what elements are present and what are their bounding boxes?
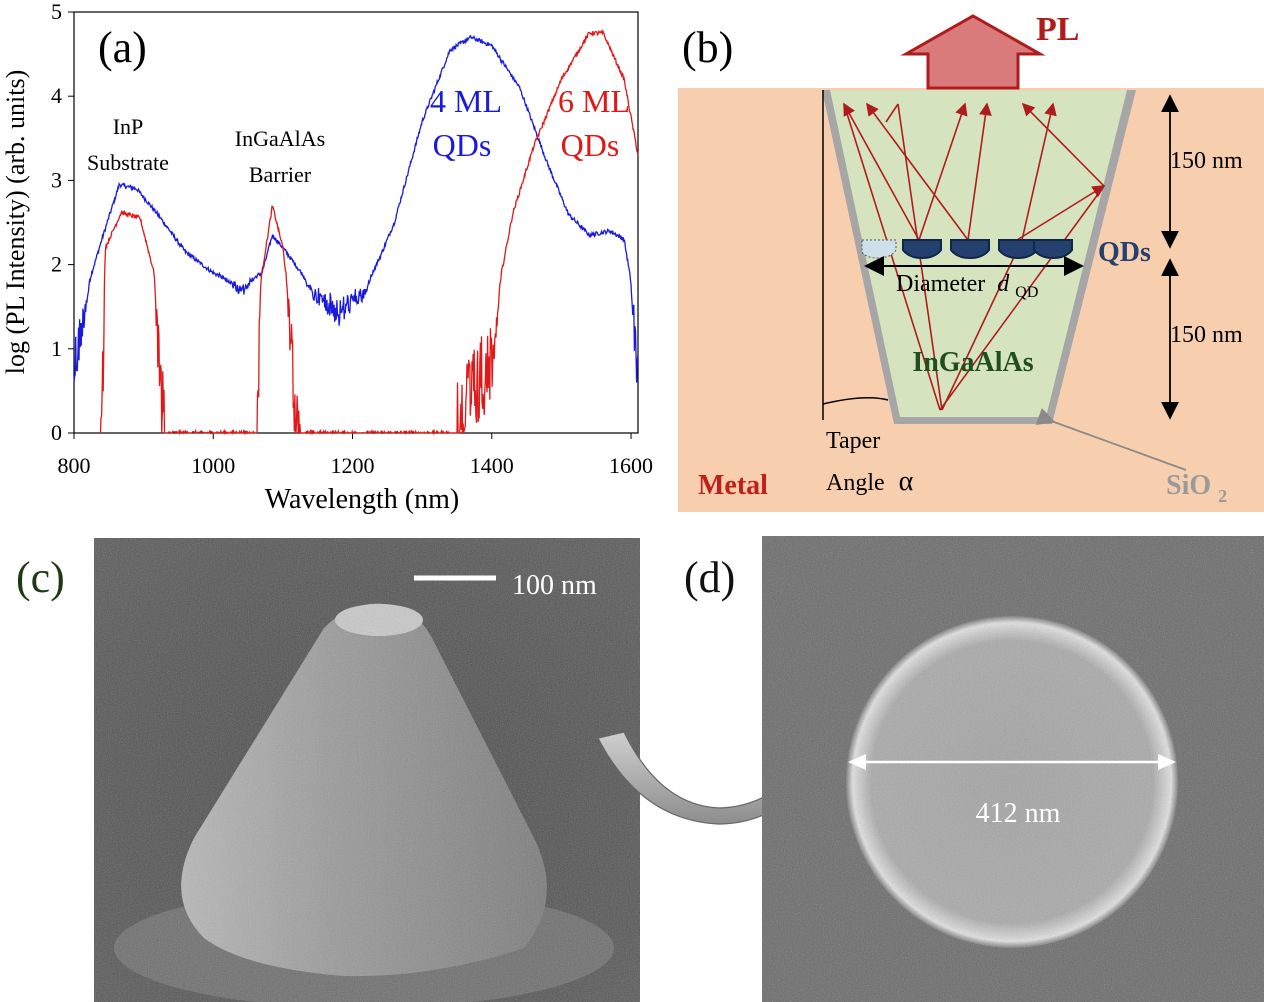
ingaalas-label: InGaAlAs — [912, 347, 1033, 378]
annotation-barrier-line2: Barrier — [249, 162, 312, 187]
panel-c: (c) 100 nm — [0, 520, 650, 1002]
nanostructure-schematic: (b) PL QDs Diameter d QD InGaAlAs 150 nm… — [678, 11, 1264, 512]
annotation-4ml-line1: 4 ML — [430, 83, 502, 119]
panel-label-c: (c) — [16, 553, 65, 602]
y-tick-label-5: 5 — [51, 0, 62, 24]
panel-d: (d) 412 nm — [650, 520, 1264, 1002]
sio2-subscript: 2 — [1218, 486, 1227, 506]
pl-label: PL — [1036, 11, 1079, 48]
qds-label: QDs — [1098, 237, 1151, 268]
dqd-subscript: QD — [1015, 284, 1038, 301]
diameter-word: Diameter — [896, 271, 985, 297]
annotation-6ml-line2: QDs — [561, 127, 620, 163]
panel-a: 800 1000 1200 1400 1600 0 1 2 3 4 5 Wavelength (nm… — [0, 0, 660, 520]
dqd-symbol: d — [997, 271, 1010, 297]
series-line-6ml-qds — [99, 28, 639, 436]
taper-angle-arc — [822, 397, 889, 405]
diameter-arrowhead-left — [848, 754, 866, 770]
panel-label-b: (b) — [682, 23, 733, 72]
x-tick-label-1: 1000 — [191, 453, 235, 478]
y-axis-label: log (PL Intensity) (arb. units) — [1, 70, 30, 374]
angle-word: Angle — [826, 470, 885, 496]
y-tick-label-0: 0 — [51, 420, 62, 445]
diameter-arrowhead-right — [1158, 754, 1176, 770]
y-tick-label-1: 1 — [51, 336, 62, 361]
sio2-label: SiO 2 — [1166, 470, 1227, 506]
panel-label-d: (d) — [684, 553, 736, 602]
bottom-dimension-label: 150 nm — [1170, 322, 1243, 348]
x-tick-label-4: 1600 — [609, 453, 653, 478]
diameter-label: Diameter d QD — [896, 271, 1038, 301]
x-tick-label-2: 1200 — [331, 453, 375, 478]
taper-label-line2: Angle α — [826, 466, 914, 497]
panel-label-a: (a) — [98, 23, 147, 72]
x-axis-label: Wavelength (nm) — [265, 484, 459, 515]
top-dimension-label: 150 nm — [1170, 148, 1243, 174]
qd-4 — [1033, 239, 1073, 260]
pl-spectrum-chart: 800 1000 1200 1400 1600 0 1 2 3 4 5 Wavelength (nm… — [1, 0, 653, 515]
series-line-4ml-qds — [73, 35, 639, 384]
x-tick-label-3: 1400 — [470, 453, 514, 478]
sem-image-c: 100 nm — [94, 538, 640, 1002]
annotation-inp-line2: Substrate — [87, 150, 169, 175]
alpha-symbol: α — [899, 466, 914, 497]
pl-output-arrow — [900, 14, 1046, 90]
y-tick-label-2: 2 — [51, 252, 62, 277]
x-tick-label-0: 800 — [58, 453, 91, 478]
annotation-barrier-line1: InGaAlAs — [235, 126, 325, 151]
plot-frame — [73, 11, 639, 434]
panel-b: (b) PL QDs Diameter d QD InGaAlAs 150 nm… — [660, 0, 1264, 520]
sem-c-noise — [94, 538, 640, 1002]
light-rays — [843, 102, 1106, 411]
annotation-6ml-line1: 6 ML — [558, 83, 630, 119]
y-tick-label-3: 3 — [51, 167, 62, 192]
qd-1 — [902, 239, 942, 260]
y-tick-label-4: 4 — [51, 83, 62, 108]
scale-bar-label: 100 nm — [512, 570, 597, 601]
qd-3 — [998, 239, 1038, 260]
taper-label-line1: Taper — [826, 428, 880, 454]
metal-label: Metal — [698, 470, 768, 501]
sio2-main: SiO — [1166, 470, 1211, 501]
diameter-measure-label: 412 nm — [976, 798, 1061, 829]
sio2-pointer — [1035, 408, 1187, 471]
annotation-4ml-line2: QDs — [433, 127, 492, 163]
sem-image-d: 412 nm — [762, 536, 1264, 1002]
sem-d-noise — [762, 536, 1264, 1002]
qd-2 — [950, 239, 990, 260]
annotation-inp-line1: InP — [113, 114, 144, 139]
